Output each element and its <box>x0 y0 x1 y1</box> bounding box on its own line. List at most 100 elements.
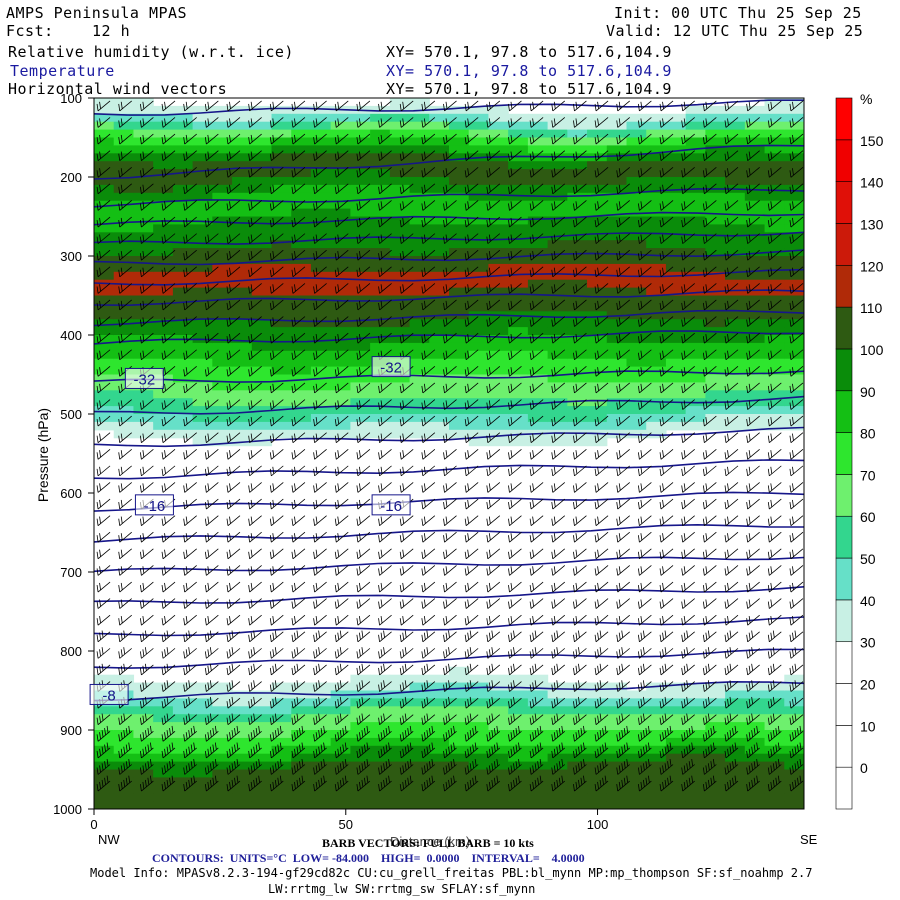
wind-barb <box>702 133 717 145</box>
rh-cell <box>153 208 174 218</box>
rh-cell <box>665 240 687 249</box>
rh-cell <box>409 714 430 723</box>
rh-cell <box>429 192 450 202</box>
rh-cell <box>646 113 667 123</box>
wind-barb <box>334 100 349 112</box>
wind-barb-feather <box>553 151 556 159</box>
rh-cell <box>449 801 470 809</box>
wind-barb-feather <box>421 153 424 161</box>
wind-barb-feather <box>767 137 770 145</box>
rh-cell <box>429 295 450 304</box>
rh-cell <box>705 358 726 368</box>
rh-cell <box>468 256 490 265</box>
rh-cell <box>488 121 509 131</box>
wind-barb-feather <box>229 184 231 192</box>
wind-barb-feather <box>139 170 142 178</box>
wind-barb-shaft <box>704 183 717 195</box>
rh-cell <box>370 208 391 218</box>
rh-cell <box>744 706 766 715</box>
wind-barb-feather <box>337 118 340 126</box>
rh-cell <box>153 295 174 304</box>
rh-cell <box>192 382 213 391</box>
rh-cell <box>133 429 154 439</box>
rh-cell <box>232 753 253 763</box>
rh-cell <box>665 169 687 178</box>
rh-cell <box>705 240 726 249</box>
wind-barb <box>334 133 349 145</box>
wind-barb-feather <box>139 120 142 128</box>
rh-cell <box>547 327 568 336</box>
rh-cell <box>567 192 588 202</box>
rh-cell <box>784 161 804 170</box>
wind-barb-feather <box>637 137 640 145</box>
wind-barb <box>356 166 371 178</box>
wind-barb-feather <box>597 234 599 242</box>
rh-cell <box>350 121 371 131</box>
rh-cell <box>330 311 351 320</box>
rh-cell <box>725 161 746 170</box>
wind-barb <box>334 183 349 195</box>
wind-barb-shaft <box>487 200 501 211</box>
rh-cell <box>389 737 411 747</box>
rh-cell <box>153 169 174 178</box>
rh-cell <box>646 714 667 723</box>
rh-cell <box>429 303 450 312</box>
rh-cell <box>251 216 273 225</box>
wind-barb-feather <box>445 101 448 109</box>
rh-cell <box>547 414 568 423</box>
wind-barb <box>637 166 652 178</box>
wind-barb <box>204 200 219 211</box>
rh-cell <box>547 382 568 391</box>
rh-cell <box>350 271 371 281</box>
rh-cell <box>764 129 785 139</box>
temperature-contour-line <box>94 648 804 669</box>
rh-cell <box>291 200 312 210</box>
wind-barb <box>183 233 197 244</box>
rh-cell <box>212 769 233 778</box>
rh-cell <box>232 737 253 747</box>
rh-cell <box>251 192 273 202</box>
wind-barb-feather <box>659 203 662 211</box>
rh-cell <box>310 177 332 186</box>
rh-cell <box>251 161 273 170</box>
rh-cell <box>587 374 608 383</box>
wind-barb-feather <box>662 234 664 242</box>
wind-barb-feather <box>443 219 445 228</box>
rh-cell <box>567 722 588 731</box>
wind-barb-feather <box>445 151 448 159</box>
rh-cell <box>567 730 588 739</box>
rh-cell <box>744 121 766 131</box>
wind-barb-shaft <box>530 117 544 128</box>
wind-barb-feather <box>183 186 186 194</box>
rh-cell <box>133 98 154 107</box>
rh-cell <box>389 698 411 707</box>
rh-cell <box>113 737 135 747</box>
rh-cell <box>744 414 766 423</box>
rh-cell <box>330 224 351 233</box>
rh-cell <box>685 785 706 794</box>
wind-barb-shaft <box>790 117 804 128</box>
temperature-contour-line <box>94 586 804 604</box>
wind-barb <box>118 183 132 195</box>
wind-barb-feather <box>616 103 619 111</box>
wind-barb-feather <box>659 219 662 228</box>
rh-cell <box>488 342 509 352</box>
wind-barb-shaft <box>552 200 566 211</box>
rh-cell <box>527 437 549 447</box>
wind-barb <box>724 117 739 128</box>
rh-cell <box>94 319 115 328</box>
rh-cell <box>547 184 568 194</box>
wind-barb-feather <box>662 134 664 143</box>
wind-barb <box>746 133 760 145</box>
wind-barb-shaft <box>552 183 566 195</box>
rh-cell <box>192 374 213 383</box>
wind-barb <box>573 183 587 195</box>
wind-barb-feather <box>443 236 445 244</box>
wind-barb-feather <box>551 103 554 111</box>
rh-cell <box>429 414 450 423</box>
rh-cell <box>744 303 766 312</box>
rh-cell <box>113 414 135 423</box>
rh-cell <box>784 358 804 368</box>
rh-cell <box>685 248 706 257</box>
rh-cell <box>567 279 588 289</box>
